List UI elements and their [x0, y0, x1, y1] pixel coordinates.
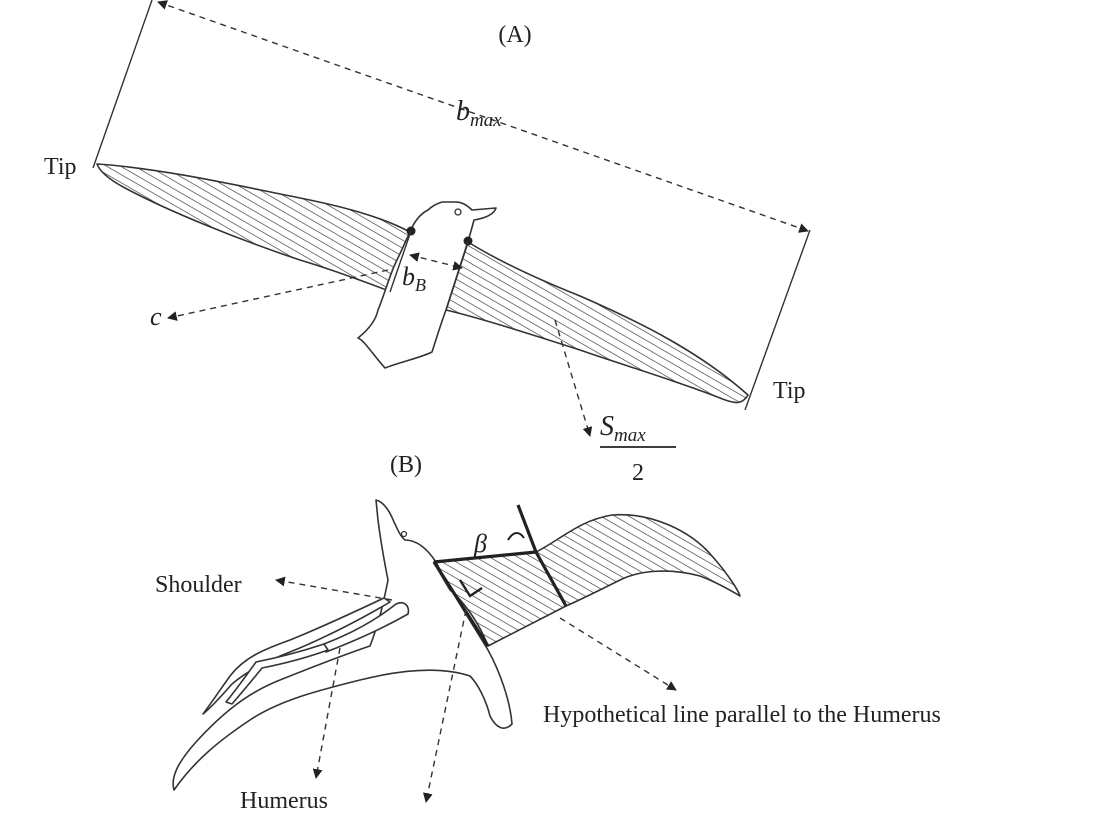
panel-b-label: (B)	[390, 452, 422, 478]
span-extension-left	[92, 0, 153, 169]
tip-left-label: Tip	[44, 154, 76, 180]
smax-arrow	[554, 319, 593, 437]
smax-numerator: Smax	[600, 411, 646, 446]
beta-angle-arc	[507, 532, 525, 541]
right-wing-b	[433, 513, 741, 647]
right-wing	[445, 241, 749, 404]
smax-denominator: 2	[632, 460, 644, 486]
left-wing-b	[202, 597, 391, 715]
span-extension-right	[744, 229, 811, 411]
bmax-span-line	[157, 0, 809, 233]
bB-label: bB	[402, 262, 426, 295]
shoulder-label: Shoulder	[155, 572, 242, 598]
bird-body-b	[172, 499, 513, 791]
hypothetical-line-label: Hypothetical line parallel to the Humeru…	[543, 702, 941, 728]
shoulder-arrow	[275, 576, 393, 601]
c-arrow	[167, 269, 389, 321]
beta-label: β	[473, 529, 487, 558]
eye-b	[400, 530, 408, 538]
forearm-bone	[225, 643, 329, 705]
bmax-label: bmax	[456, 96, 502, 131]
panel-b: (B) β Shoulder Humerus Hypothetical line…	[155, 452, 941, 814]
root-chord-left	[389, 230, 412, 293]
c-label: c	[150, 302, 162, 331]
eye-a	[454, 208, 462, 216]
bB-arrow	[409, 252, 463, 271]
rect-right-edge	[534, 551, 568, 607]
panel-a: (A) bmax Tip Tip bB c Smax 2	[44, 0, 811, 486]
hypothetical-arrow	[559, 617, 677, 691]
humerus-arrow	[312, 647, 341, 779]
rect-extension	[516, 504, 538, 553]
humerus-bone	[323, 601, 410, 653]
panel-a-label: (A)	[498, 22, 531, 48]
root-chord-right	[445, 240, 469, 311]
angle-mark-inner	[458, 579, 483, 598]
left-wing	[96, 163, 411, 293]
bird-body-a	[357, 201, 497, 369]
humerus-label: Humerus	[240, 788, 328, 814]
rect-left-edge	[432, 561, 490, 647]
rect-top-edge	[433, 550, 537, 564]
tip-right-label: Tip	[773, 378, 805, 404]
